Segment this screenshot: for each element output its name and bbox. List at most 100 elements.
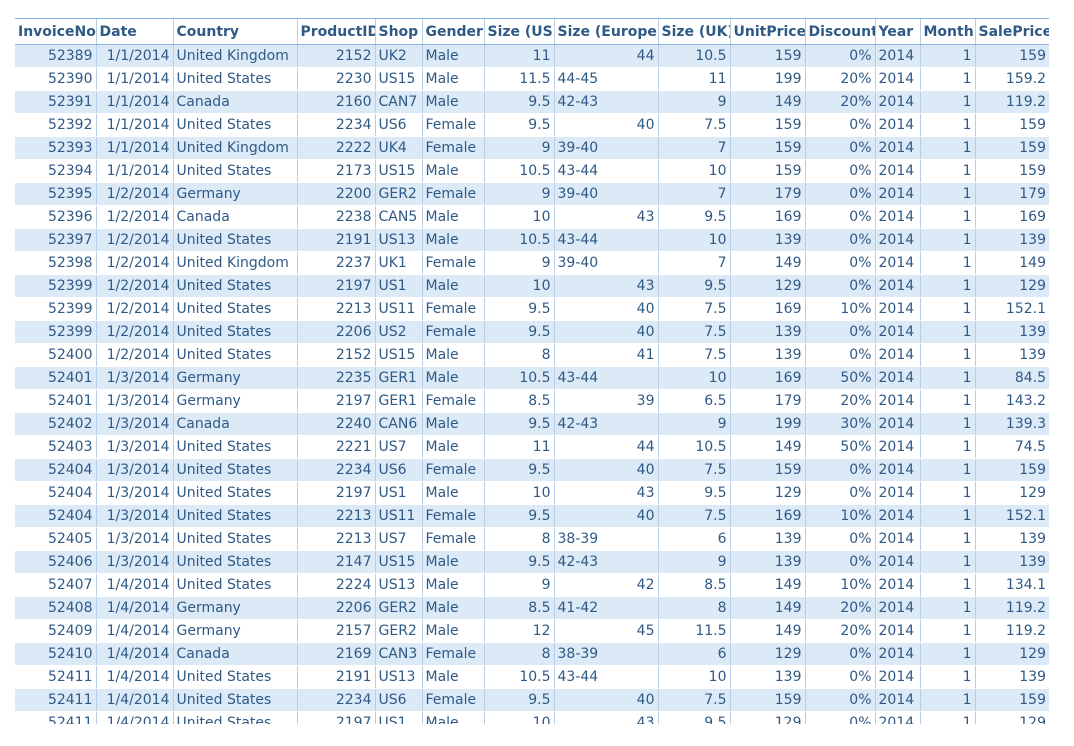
cell-year[interactable]: 2014 bbox=[874, 251, 920, 275]
cell-month[interactable]: 1 bbox=[919, 159, 975, 183]
cell-size-europe[interactable]: 38-39 bbox=[553, 642, 658, 666]
cell-size-uk[interactable]: 10 bbox=[657, 228, 730, 252]
cell-invoiceno[interactable]: 52410 bbox=[15, 642, 96, 666]
cell-unitprice[interactable]: 149 bbox=[729, 619, 805, 643]
table-row[interactable]: 52401 1/3/2014 Germany 2235 GER1 Male 10.5 43-4… bbox=[15, 366, 1049, 390]
cell-size-europe[interactable]: 39-40 bbox=[553, 136, 658, 160]
cell-invoiceno[interactable]: 52404 bbox=[15, 458, 96, 482]
cell-year[interactable]: 2014 bbox=[874, 205, 920, 229]
cell-invoiceno[interactable]: 52399 bbox=[15, 320, 96, 344]
cell-country[interactable]: Germany bbox=[172, 619, 297, 643]
cell-gender[interactable]: Male bbox=[421, 67, 484, 91]
cell-size-us[interactable]: 10 bbox=[483, 274, 554, 298]
cell-country[interactable]: Germany bbox=[172, 182, 297, 206]
cell-country[interactable]: United States bbox=[172, 67, 297, 91]
cell-unitprice[interactable]: 139 bbox=[729, 228, 805, 252]
table-row[interactable]: 52407 1/4/2014 United States 2224 US13 Male 9 4… bbox=[15, 573, 1049, 597]
cell-shop[interactable]: US11 bbox=[374, 504, 422, 528]
cell-unitprice[interactable]: 159 bbox=[729, 159, 805, 183]
table-row[interactable]: 52399 1/2/2014 United States 2197 US1 Male 10 4… bbox=[15, 274, 1049, 298]
column-header-shop[interactable]: Shop bbox=[374, 18, 422, 45]
cell-size-uk[interactable]: 6 bbox=[657, 527, 730, 551]
table-row[interactable]: 52393 1/1/2014 United Kingdom 2222 UK4 Female… bbox=[15, 136, 1049, 160]
cell-invoiceno[interactable]: 52404 bbox=[15, 481, 96, 505]
table-row[interactable]: 52404 1/3/2014 United States 2213 US11 Female… bbox=[15, 504, 1049, 528]
cell-size-us[interactable]: 10.5 bbox=[483, 159, 554, 183]
table-row[interactable]: 52400 1/2/2014 United States 2152 US15 Male 8 4… bbox=[15, 343, 1049, 367]
cell-month[interactable]: 1 bbox=[919, 90, 975, 114]
cell-date[interactable]: 1/3/2014 bbox=[95, 504, 173, 528]
cell-unitprice[interactable]: 179 bbox=[729, 182, 805, 206]
cell-year[interactable]: 2014 bbox=[874, 550, 920, 574]
cell-gender[interactable]: Female bbox=[421, 527, 484, 551]
cell-size-uk[interactable]: 10 bbox=[657, 366, 730, 390]
cell-date[interactable]: 1/1/2014 bbox=[95, 67, 173, 91]
table-row[interactable]: 52405 1/3/2014 United States 2213 US7 Female 8… bbox=[15, 527, 1049, 551]
cell-discount[interactable]: 20% bbox=[804, 67, 875, 91]
cell-month[interactable]: 1 bbox=[919, 550, 975, 574]
cell-date[interactable]: 1/3/2014 bbox=[95, 481, 173, 505]
cell-size-us[interactable]: 11 bbox=[483, 435, 554, 459]
cell-year[interactable]: 2014 bbox=[874, 711, 920, 724]
cell-size-us[interactable]: 10.5 bbox=[483, 665, 554, 689]
cell-invoiceno[interactable]: 52403 bbox=[15, 435, 96, 459]
cell-productid[interactable]: 2213 bbox=[296, 504, 375, 528]
cell-size-uk[interactable]: 7.5 bbox=[657, 113, 730, 137]
cell-size-europe[interactable]: 40 bbox=[553, 297, 658, 321]
cell-invoiceno[interactable]: 52401 bbox=[15, 389, 96, 413]
cell-year[interactable]: 2014 bbox=[874, 573, 920, 597]
cell-discount[interactable]: 0% bbox=[804, 113, 875, 137]
table-row[interactable]: 52411 1/4/2014 United States 2234 US6 Female 9… bbox=[15, 688, 1049, 712]
cell-gender[interactable]: Male bbox=[421, 159, 484, 183]
cell-productid[interactable]: 2197 bbox=[296, 274, 375, 298]
table-row[interactable]: 52389 1/1/2014 United Kingdom 2152 UK2 Male 11… bbox=[15, 44, 1049, 68]
cell-invoiceno[interactable]: 52396 bbox=[15, 205, 96, 229]
cell-country[interactable]: Canada bbox=[172, 412, 297, 436]
cell-shop[interactable]: US7 bbox=[374, 527, 422, 551]
cell-productid[interactable]: 2206 bbox=[296, 320, 375, 344]
column-header-size-uk[interactable]: Size (UK) bbox=[657, 18, 730, 45]
cell-productid[interactable]: 2234 bbox=[296, 688, 375, 712]
cell-date[interactable]: 1/4/2014 bbox=[95, 573, 173, 597]
cell-year[interactable]: 2014 bbox=[874, 619, 920, 643]
table-row[interactable]: 52404 1/3/2014 United States 2197 US1 Male 10 4… bbox=[15, 481, 1049, 505]
cell-date[interactable]: 1/2/2014 bbox=[95, 297, 173, 321]
cell-gender[interactable]: Male bbox=[421, 274, 484, 298]
cell-shop[interactable]: US13 bbox=[374, 573, 422, 597]
cell-invoiceno[interactable]: 52400 bbox=[15, 343, 96, 367]
cell-invoiceno[interactable]: 52391 bbox=[15, 90, 96, 114]
cell-size-europe[interactable]: 43-44 bbox=[553, 228, 658, 252]
table-row[interactable]: 52390 1/1/2014 United States 2230 US15 Male 11… bbox=[15, 67, 1049, 91]
cell-gender[interactable]: Male bbox=[421, 205, 484, 229]
cell-size-us[interactable]: 9.5 bbox=[483, 320, 554, 344]
cell-country[interactable]: United States bbox=[172, 527, 297, 551]
cell-size-europe[interactable]: 43-44 bbox=[553, 159, 658, 183]
cell-productid[interactable]: 2152 bbox=[296, 44, 375, 68]
cell-productid[interactable]: 2197 bbox=[296, 389, 375, 413]
cell-discount[interactable]: 0% bbox=[804, 320, 875, 344]
cell-size-us[interactable]: 9.5 bbox=[483, 297, 554, 321]
cell-year[interactable]: 2014 bbox=[874, 228, 920, 252]
cell-gender[interactable]: Male bbox=[421, 44, 484, 68]
cell-gender[interactable]: Male bbox=[421, 619, 484, 643]
cell-date[interactable]: 1/4/2014 bbox=[95, 711, 173, 724]
cell-shop[interactable]: GER2 bbox=[374, 596, 422, 620]
cell-shop[interactable]: US6 bbox=[374, 458, 422, 482]
cell-productid[interactable]: 2197 bbox=[296, 481, 375, 505]
column-header-size-us[interactable]: Size (US) bbox=[483, 18, 554, 45]
cell-size-uk[interactable]: 7 bbox=[657, 136, 730, 160]
cell-size-uk[interactable]: 9 bbox=[657, 90, 730, 114]
cell-discount[interactable]: 0% bbox=[804, 458, 875, 482]
cell-saleprice[interactable]: 134.1 bbox=[974, 573, 1049, 597]
cell-discount[interactable]: 20% bbox=[804, 90, 875, 114]
cell-productid[interactable]: 2191 bbox=[296, 228, 375, 252]
cell-size-us[interactable]: 9.5 bbox=[483, 90, 554, 114]
cell-gender[interactable]: Male bbox=[421, 665, 484, 689]
table-row[interactable]: 52404 1/3/2014 United States 2234 US6 Female 9… bbox=[15, 458, 1049, 482]
cell-date[interactable]: 1/2/2014 bbox=[95, 274, 173, 298]
cell-month[interactable]: 1 bbox=[919, 435, 975, 459]
cell-date[interactable]: 1/3/2014 bbox=[95, 435, 173, 459]
cell-year[interactable]: 2014 bbox=[874, 481, 920, 505]
cell-discount[interactable]: 0% bbox=[804, 159, 875, 183]
cell-unitprice[interactable]: 169 bbox=[729, 205, 805, 229]
